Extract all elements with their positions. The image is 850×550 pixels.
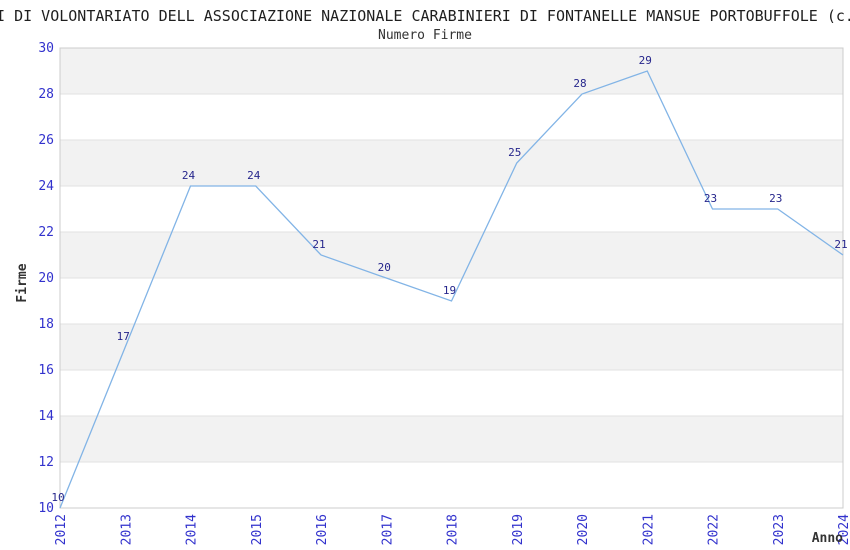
data-label: 25 xyxy=(508,146,521,159)
x-tick-label: 2024 xyxy=(837,514,850,545)
plot-band xyxy=(60,324,843,370)
y-tick-label: 10 xyxy=(38,501,54,516)
data-label: 21 xyxy=(834,238,847,251)
y-tick-label: 20 xyxy=(38,271,54,286)
y-tick-label: 22 xyxy=(38,225,54,240)
x-tick-label: 2023 xyxy=(772,514,787,545)
y-tick-label: 24 xyxy=(38,179,54,194)
data-label: 29 xyxy=(639,54,652,67)
y-axis-title: Firme xyxy=(15,263,30,302)
x-tick-label: 2017 xyxy=(380,514,395,545)
plot-band xyxy=(60,48,843,94)
x-tick-label: 2016 xyxy=(315,514,330,545)
data-label: 24 xyxy=(247,169,261,182)
y-tick-label: 30 xyxy=(38,41,54,56)
x-tick-label: 2013 xyxy=(119,514,134,545)
y-tick-label: 26 xyxy=(38,133,54,148)
x-tick-label: 2018 xyxy=(446,514,461,545)
data-label: 23 xyxy=(769,192,782,205)
chart-subtitle: Numero Firme xyxy=(378,28,472,43)
plot-band xyxy=(60,416,843,462)
x-tick-label: 2015 xyxy=(250,514,265,545)
x-tick-label: 2022 xyxy=(707,514,722,545)
x-tick-label: 2021 xyxy=(641,514,656,545)
data-label: 24 xyxy=(182,169,196,182)
data-labels: 10 17 24 24 21 20 19 25 28 29 23 23 21 xyxy=(51,54,847,504)
y-axis-ticks: 10 12 14 16 18 20 22 24 26 28 30 xyxy=(38,41,54,516)
series-line xyxy=(59,70,844,509)
plot-band xyxy=(60,140,843,186)
y-tick-label: 16 xyxy=(38,363,54,378)
x-tick-label: 2014 xyxy=(185,514,200,545)
data-label: 20 xyxy=(378,261,391,274)
data-label: 10 xyxy=(51,491,64,504)
data-label: 19 xyxy=(443,284,456,297)
x-tick-label: 2012 xyxy=(54,514,69,545)
data-label: 28 xyxy=(573,77,586,90)
data-label: 23 xyxy=(704,192,717,205)
x-tick-label: 2019 xyxy=(511,514,526,545)
plot-band xyxy=(60,232,843,278)
y-tick-label: 18 xyxy=(38,317,54,332)
plot-bands xyxy=(60,48,843,462)
y-tick-label: 28 xyxy=(38,87,54,102)
y-tick-label: 12 xyxy=(38,455,54,470)
plot-border xyxy=(59,47,844,509)
x-tick-label: 2020 xyxy=(576,514,591,545)
x-axis-ticks: 2012 2013 2014 2015 2016 2017 2018 2019 2020 2021… xyxy=(54,514,850,545)
x-axis-title: Anno xyxy=(812,531,843,546)
data-label: 17 xyxy=(117,330,130,343)
y-tick-label: 14 xyxy=(38,409,54,424)
data-label: 21 xyxy=(312,238,325,251)
chart-title: I DI VOLONTARIATO DELL ASSOCIAZIONE NAZI… xyxy=(0,7,850,25)
